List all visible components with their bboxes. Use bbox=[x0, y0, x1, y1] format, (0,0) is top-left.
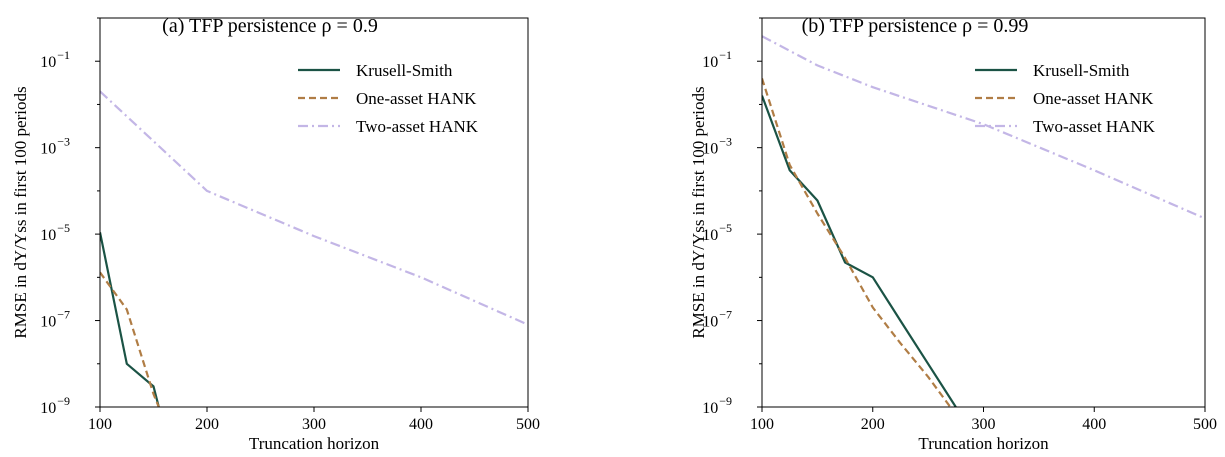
legend-label: One-asset HANK bbox=[1033, 89, 1154, 108]
y-tick-exponent: −3 bbox=[719, 135, 732, 149]
x-tick-label: 200 bbox=[861, 416, 885, 433]
y-tick-exponent: −9 bbox=[719, 394, 732, 408]
chart-title: (b) TFP persistence ρ = 0.99 bbox=[802, 15, 1029, 37]
y-tick-exponent: −5 bbox=[719, 221, 732, 235]
y-axis-label: RMSE in dY/Yss in first 100 periods bbox=[11, 86, 30, 338]
x-tick-label: 400 bbox=[1082, 416, 1106, 433]
y-tick-exponent: −1 bbox=[719, 48, 732, 62]
y-tick-exponent: −7 bbox=[57, 308, 70, 322]
chart-title: (a) TFP persistence ρ = 0.9 bbox=[162, 15, 378, 37]
y-tick-label: 10−1 bbox=[40, 48, 70, 71]
y-tick-exponent: −9 bbox=[57, 394, 70, 408]
series-line bbox=[100, 90, 528, 326]
y-tick-label: 10−7 bbox=[40, 308, 70, 331]
series-line bbox=[100, 232, 160, 407]
series-line bbox=[762, 35, 1205, 220]
x-axis-label: Truncation horizon bbox=[249, 434, 380, 453]
y-tick-exponent: −5 bbox=[57, 221, 70, 235]
x-tick-label: 300 bbox=[972, 416, 996, 433]
y-tick-exponent: −3 bbox=[57, 135, 70, 149]
legend-label: One-asset HANK bbox=[356, 89, 477, 108]
series-line bbox=[762, 95, 957, 407]
x-tick-label: 500 bbox=[1193, 416, 1217, 433]
series-line bbox=[762, 78, 952, 407]
panel-a: (a) TFP persistence ρ = 0.9 100 200 300 400 5… bbox=[11, 15, 540, 453]
legend-label: Two-asset HANK bbox=[356, 117, 479, 136]
axes-frame bbox=[761, 17, 1206, 408]
legend-label: Krusell-Smith bbox=[356, 61, 453, 80]
x-tick-label: 200 bbox=[195, 416, 219, 433]
x-axis-label: Truncation horizon bbox=[918, 434, 1049, 453]
legend-label: Two-asset HANK bbox=[1033, 117, 1156, 136]
y-tick-label: 10−9 bbox=[40, 394, 70, 417]
x-tick-label: 100 bbox=[88, 416, 112, 433]
y-tick-label: 10−1 bbox=[702, 48, 732, 71]
y-axis-label: RMSE in dY/Yss in first 100 periods bbox=[689, 86, 708, 338]
y-tick-label: 10−9 bbox=[702, 394, 732, 417]
x-tick-label: 500 bbox=[516, 416, 540, 433]
y-tick-label: 10−3 bbox=[40, 135, 70, 158]
y-tick-exponent: −7 bbox=[719, 308, 732, 322]
y-tick-label: 10−5 bbox=[40, 221, 70, 244]
series-group bbox=[762, 35, 1205, 407]
x-tick-label: 400 bbox=[409, 416, 433, 433]
series-line bbox=[100, 271, 160, 407]
panel-b: (b) TFP persistence ρ = 0.99 100 200 300 400… bbox=[689, 15, 1217, 453]
axes-frame bbox=[99, 17, 529, 408]
series-group bbox=[100, 90, 528, 407]
x-tick-label: 300 bbox=[302, 416, 326, 433]
y-tick-exponent: −1 bbox=[57, 48, 70, 62]
x-tick-label: 100 bbox=[750, 416, 774, 433]
legend-label: Krusell-Smith bbox=[1033, 61, 1130, 80]
